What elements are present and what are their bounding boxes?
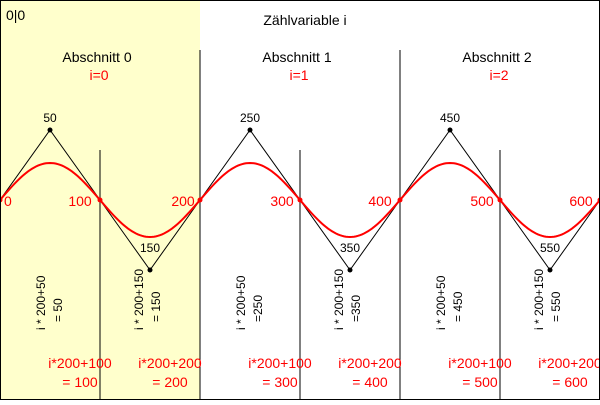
mid-formula-result-2: = 500: [462, 374, 498, 390]
peak-formula-1: i * 200+50: [234, 275, 248, 330]
peak-formula-0: i * 200+50: [34, 275, 48, 330]
mid-formula-2: i*200+100: [448, 355, 512, 371]
end-formula-0: i*200+200: [138, 355, 202, 371]
trough-formula-result-1: =350: [349, 295, 363, 322]
section-index-0: i=0: [89, 67, 108, 83]
trough-formula-2: i * 200+150: [532, 269, 546, 330]
axis-label-0: 0: [4, 193, 12, 209]
axis-dot-100: [98, 198, 103, 203]
trough-label-1: 350: [340, 241, 360, 255]
trough-label-0: 150: [140, 241, 160, 255]
axis-label-100: 100: [68, 193, 92, 209]
end-formula-1: i*200+200: [338, 355, 402, 371]
peak-formula-result-0: = 50: [51, 298, 65, 322]
trough-formula-1: i * 200+150: [332, 269, 346, 330]
axis-dot-300: [298, 198, 303, 203]
trough-formula-0: i * 200+150: [132, 269, 146, 330]
mid-formula-result-0: = 100: [62, 374, 98, 390]
peak-label-0: 50: [43, 111, 57, 125]
trough-label-2: 550: [540, 241, 560, 255]
peak-dot-1: [248, 128, 253, 133]
peak-formula-result-2: = 450: [451, 291, 465, 322]
mid-formula-1: i*200+100: [248, 355, 312, 371]
end-formula-2: i*200+200: [538, 355, 600, 371]
trough-dot-1: [348, 268, 353, 273]
axis-dot-400: [398, 198, 403, 203]
axis-dot-200: [198, 198, 203, 203]
mid-formula-0: i*200+100: [48, 355, 112, 371]
axis-label-400: 400: [368, 193, 392, 209]
axis-label-200: 200: [171, 193, 195, 209]
section-index-2: i=2: [489, 67, 508, 83]
axis-label-600: 600: [569, 193, 593, 209]
section-heading-2: Abschnitt 2: [462, 49, 531, 65]
origin-label: 0|0: [6, 7, 25, 23]
peak-dot-2: [448, 128, 453, 133]
end-formula-result-1: = 400: [352, 374, 388, 390]
peak-dot-0: [48, 128, 53, 133]
axis-label-300: 300: [270, 193, 294, 209]
section-heading-0: Abschnitt 0: [62, 49, 131, 65]
peak-formula-2: i * 200+50: [434, 275, 448, 330]
peak-formula-result-1: =250: [251, 295, 265, 322]
mid-formula-result-1: = 300: [262, 374, 298, 390]
trough-dot-2: [548, 268, 553, 273]
peak-label-1: 250: [240, 111, 260, 125]
axis-dot-500: [498, 198, 503, 203]
end-formula-result-0: = 200: [152, 374, 188, 390]
peak-label-2: 450: [440, 111, 460, 125]
axis-label-500: 500: [470, 193, 494, 209]
end-formula-result-2: = 600: [552, 374, 588, 390]
trough-formula-result-0: = 150: [149, 291, 163, 322]
trough-formula-result-2: = 550: [549, 291, 563, 322]
section-index-1: i=1: [289, 67, 308, 83]
section-heading-1: Abschnitt 1: [262, 49, 331, 65]
title: Zählvariable i: [263, 12, 346, 28]
trough-dot-0: [148, 268, 153, 273]
